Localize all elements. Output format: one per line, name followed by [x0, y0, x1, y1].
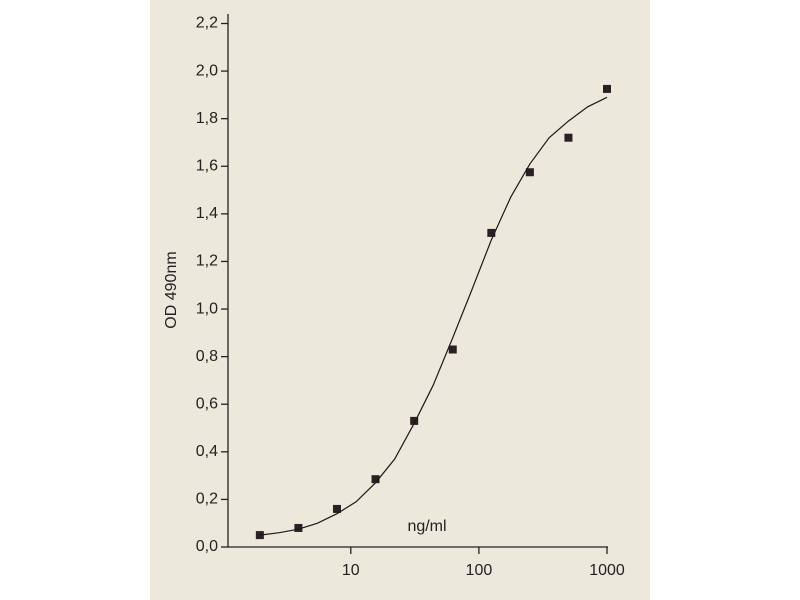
y-tick-label: 0,2: [196, 491, 218, 508]
data-point: [603, 84, 611, 93]
x-tick-label: 10: [342, 562, 360, 579]
y-tick-label: 1,2: [196, 253, 218, 270]
y-tick-label: 1,8: [196, 110, 218, 127]
x-tick-label: 100: [466, 562, 493, 579]
paper: [150, 0, 650, 600]
fit-curve: [259, 96, 608, 536]
y-tick-label: 2,0: [196, 62, 218, 79]
y-axis-label: OD 490nm: [163, 251, 180, 328]
data-point: [564, 133, 573, 142]
x-tick-label: 1000: [589, 562, 625, 579]
y-tick-label: 1,0: [196, 300, 218, 317]
y-tick-label: 1,6: [196, 157, 218, 174]
data-point: [255, 531, 264, 540]
data-point: [332, 504, 341, 513]
y-tick-label: 0,4: [196, 443, 218, 460]
data-point: [371, 475, 380, 484]
y-tick-label: 0,8: [196, 348, 218, 365]
data-point: [487, 228, 496, 237]
data-point: [294, 523, 303, 532]
data-point: [525, 168, 534, 177]
y-tick-label: 1,4: [196, 205, 218, 222]
x-axis-label: ng/ml: [407, 518, 446, 535]
data-point: [448, 345, 457, 354]
y-tick-label: 0,6: [196, 395, 218, 412]
y-tick-label: 0,0: [196, 538, 218, 555]
y-tick-label: 2,2: [196, 15, 218, 32]
data-point: [410, 416, 419, 425]
